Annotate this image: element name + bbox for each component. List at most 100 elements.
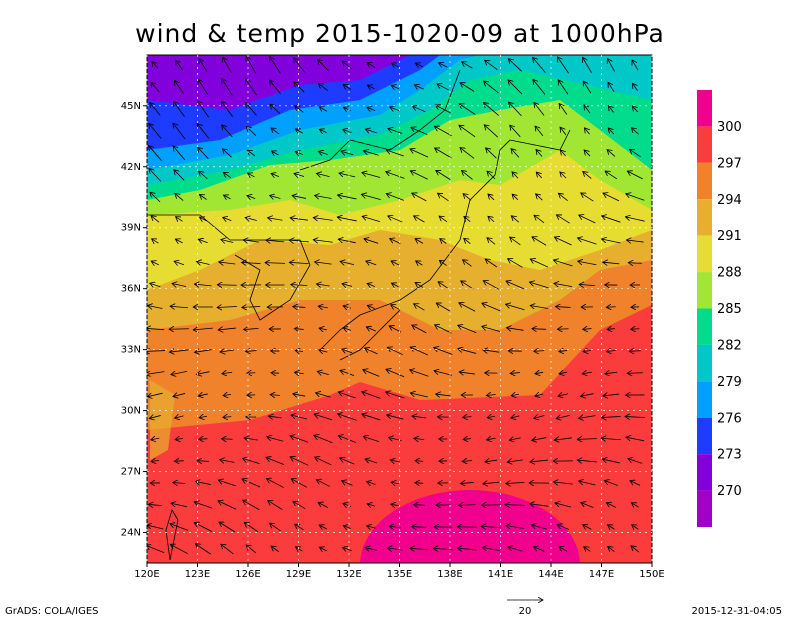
wind-arrow bbox=[414, 216, 425, 223]
wind-arrow bbox=[367, 62, 376, 68]
wind-arrow bbox=[436, 303, 450, 312]
wind-arrow bbox=[602, 216, 621, 223]
wind-arrow bbox=[269, 523, 281, 532]
wind-arrow bbox=[365, 548, 378, 551]
wind-arrow bbox=[293, 307, 306, 308]
wind-arrow bbox=[559, 350, 568, 351]
wind-arrow bbox=[388, 128, 403, 134]
wind-arrow bbox=[583, 525, 592, 530]
wind-arrow bbox=[174, 170, 185, 181]
wind-arrow bbox=[464, 216, 471, 222]
wind-arrow bbox=[459, 104, 476, 115]
wind-arrow bbox=[554, 237, 572, 246]
wind-arrow bbox=[559, 547, 568, 552]
wind-arrow bbox=[483, 281, 499, 290]
colorbar-label: 288 bbox=[717, 266, 742, 281]
wind-arrow bbox=[363, 151, 379, 156]
y-tick-label: 27N bbox=[121, 467, 141, 478]
wind-arrow bbox=[458, 325, 477, 334]
wind-arrow bbox=[361, 194, 381, 201]
wind-arrow bbox=[434, 126, 452, 137]
wind-arrow bbox=[268, 416, 282, 418]
wind-arrow bbox=[197, 461, 209, 462]
wind-arrow bbox=[459, 303, 476, 312]
wind-arrow bbox=[579, 481, 596, 486]
wind-arrow bbox=[583, 81, 592, 94]
wind-arrow bbox=[271, 546, 280, 553]
wind-arrow bbox=[536, 149, 543, 157]
wind-arrow bbox=[606, 350, 616, 351]
wind-arrow bbox=[415, 239, 424, 244]
wind-arrow bbox=[247, 173, 255, 177]
wind-arrow bbox=[362, 392, 381, 399]
wind-arrow bbox=[463, 417, 472, 418]
wind-arrow bbox=[578, 261, 597, 266]
wind-arrow bbox=[150, 283, 161, 287]
wind-arrow bbox=[341, 151, 354, 154]
wind-arrow bbox=[267, 437, 284, 442]
wind-arrow bbox=[535, 126, 544, 137]
wind-arrow bbox=[436, 170, 451, 180]
wind-arrow bbox=[386, 172, 405, 179]
wind-arrow bbox=[242, 479, 261, 488]
wind-arrow bbox=[487, 238, 496, 245]
wind-arrow bbox=[171, 503, 188, 507]
wind-arrow bbox=[149, 415, 161, 418]
wind-arrow bbox=[199, 217, 207, 221]
colorbar-label: 294 bbox=[717, 193, 742, 208]
wind-arrow bbox=[532, 438, 547, 441]
wind-arrow bbox=[149, 168, 162, 182]
wind-arrow bbox=[343, 328, 352, 331]
wind-arrow bbox=[602, 239, 621, 244]
wind-arrow bbox=[196, 372, 210, 375]
title: wind & temp 2015-1020-09 at 1000hPa bbox=[135, 19, 665, 48]
wind-arrow bbox=[147, 372, 165, 375]
wind-vectors bbox=[147, 56, 646, 555]
wind-arrow bbox=[195, 481, 211, 484]
colorbar-box bbox=[697, 454, 712, 491]
wind-arrow bbox=[343, 85, 352, 90]
wind-arrow bbox=[196, 262, 210, 265]
wind-arrow bbox=[271, 151, 279, 155]
wind-arrow bbox=[391, 261, 400, 265]
wind-arrow bbox=[389, 526, 401, 528]
wind-arrow bbox=[290, 436, 309, 443]
wind-arrow bbox=[579, 416, 596, 419]
wind-arrow bbox=[342, 481, 353, 486]
x-tick-label: 138E bbox=[437, 569, 462, 580]
wind-arrow bbox=[387, 347, 403, 356]
wind-arrow bbox=[292, 196, 307, 199]
wind-arrow bbox=[175, 60, 183, 71]
wind-arrow bbox=[632, 525, 639, 530]
wind-arrow bbox=[583, 329, 592, 330]
wind-arrow bbox=[625, 416, 646, 417]
wind-arrow bbox=[511, 149, 520, 158]
wind-arrow bbox=[414, 85, 424, 89]
x-tick-label: 129E bbox=[286, 569, 311, 580]
wind-arrow bbox=[223, 394, 232, 395]
wind-arrow bbox=[366, 327, 376, 331]
wind-arrow bbox=[506, 304, 525, 311]
wind-arrow bbox=[318, 502, 329, 508]
wind-arrow bbox=[536, 172, 543, 179]
wind-arrow bbox=[316, 480, 330, 487]
wind-arrow bbox=[270, 395, 280, 396]
y-tick-label: 42N bbox=[121, 162, 141, 173]
wind-arrow bbox=[367, 482, 376, 485]
wind-arrow bbox=[530, 460, 549, 462]
colorbar-box bbox=[697, 126, 712, 163]
wind-arrow bbox=[174, 80, 184, 94]
wind-arrow bbox=[553, 260, 573, 267]
wind-arrow bbox=[579, 215, 596, 224]
wind-arrow bbox=[293, 58, 305, 73]
wind-arrow bbox=[218, 501, 237, 510]
wind-arrow bbox=[222, 79, 233, 96]
wind-arrow bbox=[362, 173, 381, 178]
wind-arrow bbox=[319, 547, 327, 551]
wind-arrow bbox=[508, 547, 523, 552]
wind-arrow bbox=[270, 57, 281, 74]
wind-arrow bbox=[290, 218, 308, 220]
wind-arrow bbox=[602, 459, 620, 464]
wind-arrow bbox=[632, 60, 639, 71]
wind-arrow bbox=[509, 102, 522, 117]
